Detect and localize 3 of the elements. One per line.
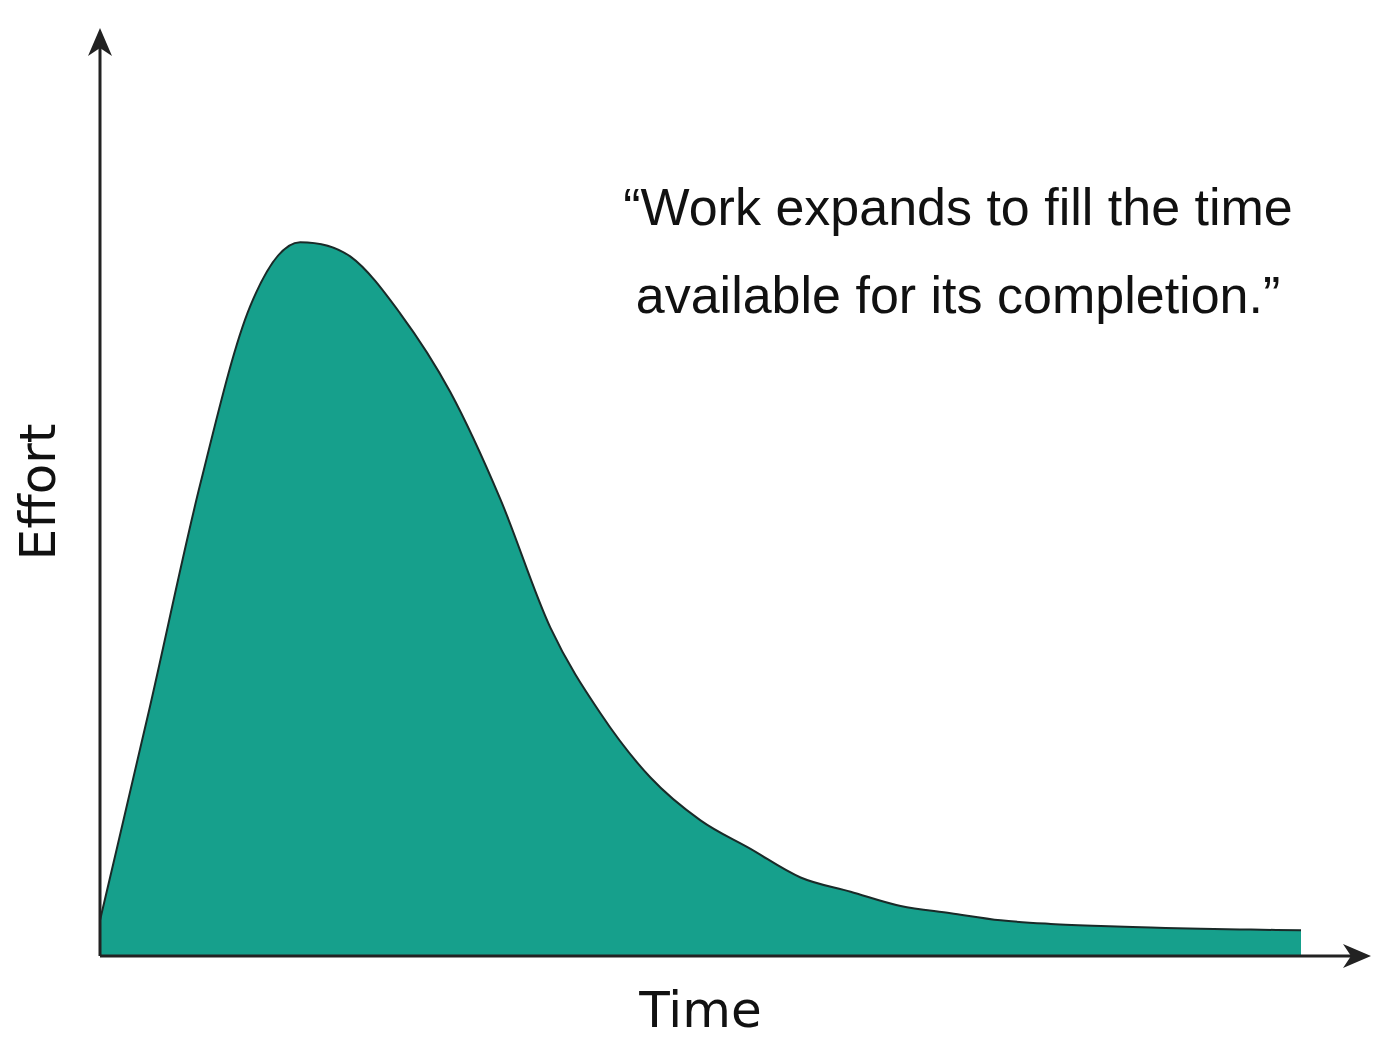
y-axis-title: Effort xyxy=(8,423,67,561)
x-axis-title: Time xyxy=(638,980,762,1039)
annotation: “Work expands to fill the time available for its completion.” xyxy=(622,177,1294,326)
